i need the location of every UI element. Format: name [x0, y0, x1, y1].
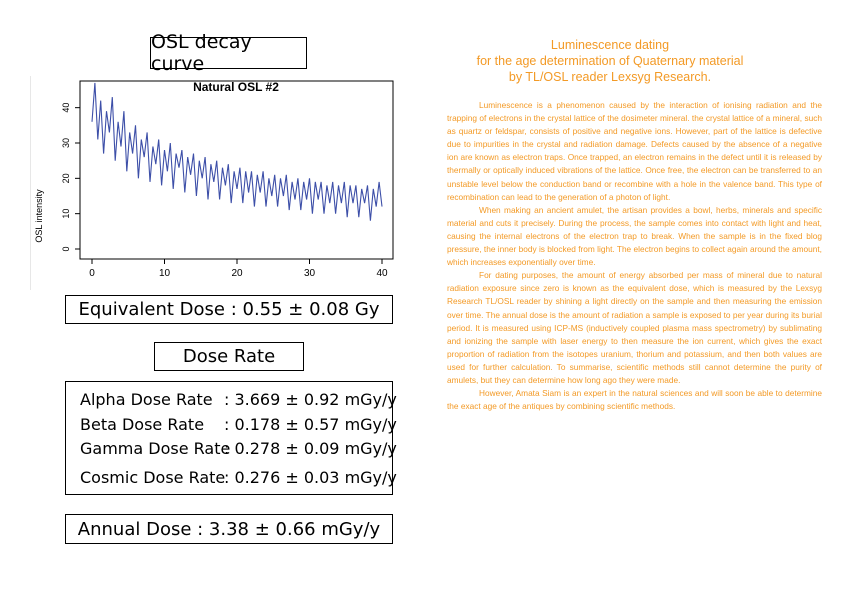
y-tick-label: 40 — [61, 103, 71, 113]
x-axis: 0 10 20 30 40 — [89, 258, 388, 279]
dose-rates-table: Alpha Dose Rate : 3.669 ± 0.92 mGy/y Bet… — [65, 381, 397, 495]
y-axis-label: OSL intensity — [34, 189, 44, 243]
article-title-line: Luminescence dating — [550, 38, 670, 52]
article-title: Luminescence dating for the age determin… — [460, 37, 760, 85]
article-title-line: by TL/OSL reader Lexsyg Research. — [508, 70, 712, 84]
gamma-dose-rate-value: : 0.278 ± 0.09 mGy/y — [224, 439, 397, 458]
beta-dose-rate-label: Beta Dose Rate — [80, 415, 205, 434]
y-tick-label: 20 — [61, 173, 71, 183]
alpha-dose-rate-label: Alpha Dose Rate — [80, 390, 213, 409]
dose-rate-title: Dose Rate — [154, 342, 304, 371]
beta-dose-rate-value: : 0.178 ± 0.57 mGy/y — [224, 415, 397, 434]
cosmic-dose-rate-label: Cosmic Dose Rate — [80, 468, 226, 487]
x-tick-label: 30 — [304, 268, 316, 279]
article-paragraph: For dating purposes, the amount of energ… — [447, 270, 822, 385]
y-tick-label: 10 — [61, 209, 71, 219]
x-tick-label: 0 — [89, 268, 95, 279]
x-tick-label: 20 — [231, 268, 243, 279]
osl-decay-title: OSL decay curve — [150, 31, 307, 75]
chart-title: Natural OSL #2 — [193, 80, 279, 94]
gamma-dose-rate-label: Gamma Dose Rate — [80, 439, 231, 458]
annual-dose: Annual Dose : 3.38 ± 0.66 mGy/y — [65, 514, 393, 544]
article-body: Luminescence is a phenomenon caused by t… — [447, 99, 822, 413]
cosmic-dose-rate-value: : 0.276 ± 0.03 mGy/y — [224, 468, 397, 487]
article-paragraph: However, Amata Siam is an expert in the … — [447, 388, 822, 412]
article-paragraph: Luminescence is a phenomenon caused by t… — [447, 100, 822, 202]
equivalent-dose: Equivalent Dose : 0.55 ± 0.08 Gy — [65, 295, 393, 324]
y-tick-label: 0 — [61, 246, 71, 251]
x-tick-label: 10 — [159, 268, 171, 279]
y-axis: 0 10 20 30 40 — [61, 103, 81, 252]
y-tick-label: 30 — [61, 138, 71, 148]
article-title-line: for the age determination of Quaternary … — [476, 54, 744, 68]
osl-chart: Natural OSL #2 OSL intensity 0 10 20 30 40 0… — [30, 76, 394, 290]
article-paragraph: When making an ancient amulet, the artis… — [447, 204, 822, 268]
alpha-dose-rate-value: : 3.669 ± 0.92 mGy/y — [224, 390, 397, 409]
osl-series-line — [91, 82, 383, 221]
x-tick-label: 40 — [376, 268, 388, 279]
